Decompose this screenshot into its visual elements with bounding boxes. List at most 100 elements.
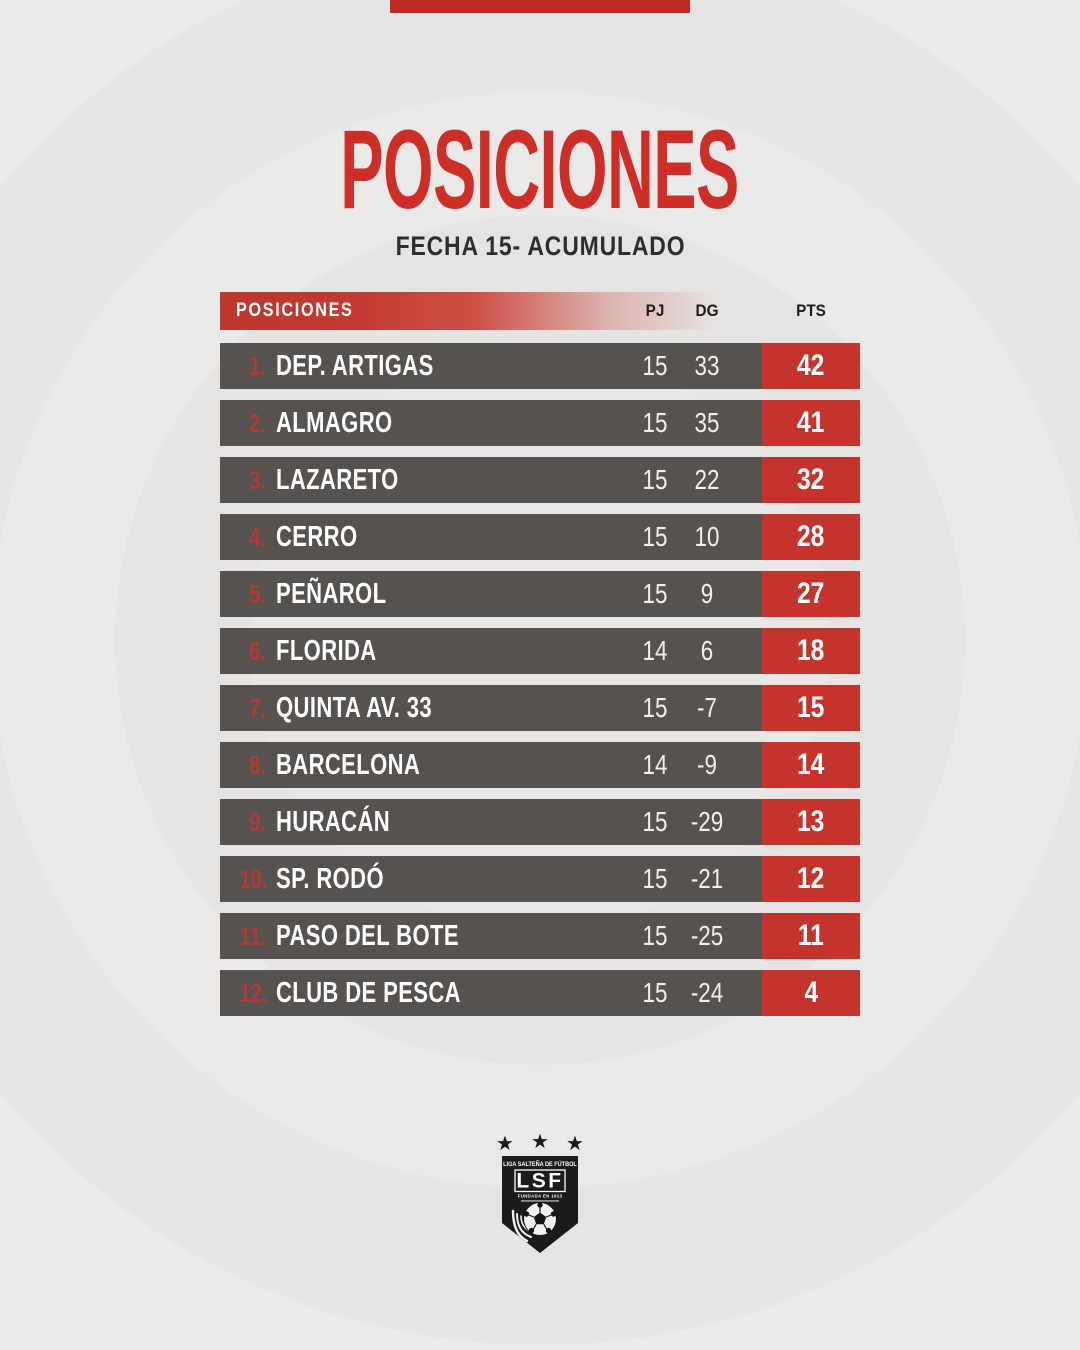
row-team-section: 12. CLUB DE PESCA 15 -24 [220, 970, 762, 1016]
rank-label: 3. [249, 464, 266, 495]
table-row: 5. PEÑAROL 15 9 27 [220, 571, 860, 617]
team-name: CLUB DE PESCA [276, 976, 461, 1009]
pts-value: 15 [797, 691, 825, 724]
pj-value: 15 [642, 920, 668, 951]
pts-value: 32 [797, 463, 825, 496]
team-name: ALMAGRO [276, 406, 393, 439]
page-subtitle: FECHA 15- ACUMULADO [0, 231, 1080, 262]
pts-value: 28 [797, 520, 825, 553]
lsf-frame [514, 1169, 566, 1193]
col-header-pj: PJ [645, 301, 665, 320]
pts-cell: 27 [762, 571, 860, 617]
table-row: 2. ALMAGRO 15 35 41 [220, 400, 860, 446]
founded-underline [521, 1200, 559, 1202]
rank-label: 7. [249, 692, 266, 723]
team-name: FLORIDA [276, 634, 377, 667]
rank-label: 5. [249, 578, 266, 609]
table-row: 11. PASO DEL BOTE 15 -25 11 [220, 913, 860, 959]
pj-value: 15 [642, 863, 668, 894]
dg-value: 22 [694, 464, 720, 495]
pts-cell: 42 [762, 343, 860, 389]
pts-value: 42 [797, 349, 825, 382]
pts-cell: 28 [762, 514, 860, 560]
team-name: CERRO [276, 520, 358, 553]
page-title-text: POSICIONES [340, 107, 740, 232]
pts-cell: 12 [762, 856, 860, 902]
table-header-title: POSICIONES [220, 300, 629, 322]
rank-label: 11. [239, 920, 267, 951]
table-row: 6. FLORIDA 14 6 18 [220, 628, 860, 674]
pts-cell: 13 [762, 799, 860, 845]
standings-table: POSICIONES PJ DG PTS 1. DEP. ARTIGAS 15 … [220, 292, 860, 1027]
founded-text: FUNDADA EN 1913 [518, 1193, 563, 1198]
team-name: PASO DEL BOTE [276, 919, 459, 952]
table-row: 8. BARCELONA 14 -9 14 [220, 742, 860, 788]
dg-value: 10 [694, 521, 720, 552]
row-team-section: 11. PASO DEL BOTE 15 -25 [220, 913, 762, 959]
row-team-section: 3. LAZARETO 15 22 [220, 457, 762, 503]
pj-value: 15 [642, 977, 668, 1008]
dg-value: -24 [690, 977, 724, 1008]
dg-value: 33 [694, 350, 720, 381]
page-title: POSICIONES [0, 107, 1080, 232]
rank-label: 1. [249, 350, 266, 381]
pts-cell: 15 [762, 685, 860, 731]
row-team-section: 7. QUINTA AV. 33 15 -7 [220, 685, 762, 731]
dg-value: 6 [700, 635, 714, 666]
row-team-section: 6. FLORIDA 14 6 [220, 628, 762, 674]
team-name: BARCELONA [276, 748, 421, 781]
dg-value: -25 [690, 920, 724, 951]
pts-value: 14 [797, 748, 825, 781]
pts-value: 12 [797, 862, 825, 895]
table-row: 4. CERRO 15 10 28 [220, 514, 860, 560]
row-team-section: 9. HURACÁN 15 -29 [220, 799, 762, 845]
title-block: POSICIONES FECHA 15- ACUMULADO [0, 107, 1080, 262]
row-team-section: 8. BARCELONA 14 -9 [220, 742, 762, 788]
pts-cell: 11 [762, 913, 860, 959]
table-row: 12. CLUB DE PESCA 15 -24 4 [220, 970, 860, 1016]
pts-value: 18 [797, 634, 825, 667]
col-header-dg: DG [695, 301, 719, 320]
standings-rows: 1. DEP. ARTIGAS 15 33 42 2. ALMAGRO 15 3… [220, 343, 860, 1016]
row-team-section: 5. PEÑAROL 15 9 [220, 571, 762, 617]
dg-value: -29 [690, 806, 724, 837]
pj-value: 15 [642, 350, 668, 381]
pj-value: 15 [642, 521, 668, 552]
pj-value: 15 [642, 407, 668, 438]
team-name: SP. RODÓ [276, 862, 384, 895]
pj-value: 15 [642, 806, 668, 837]
table-header: POSICIONES PJ DG PTS [220, 292, 860, 330]
league-logo: ★ ★ ★ LIGA SALTEÑA DE FÚTBOL LSF FUNDADA… [0, 1123, 1080, 1268]
league-name-text: LIGA SALTEÑA DE FÚTBOL [503, 1161, 577, 1169]
table-row: 9. HURACÁN 15 -29 13 [220, 799, 860, 845]
pts-value: 11 [797, 919, 825, 952]
page-subtitle-text: FECHA 15- ACUMULADO [395, 231, 685, 262]
star-icon: ★ [531, 1129, 549, 1153]
pts-cell: 41 [762, 400, 860, 446]
rank-label: 4. [249, 521, 266, 552]
pj-value: 15 [642, 464, 668, 495]
pts-value: 27 [797, 577, 825, 610]
team-name: QUINTA AV. 33 [276, 691, 433, 724]
row-team-section: 2. ALMAGRO 15 35 [220, 400, 762, 446]
pj-value: 14 [642, 749, 668, 780]
table-row: 3. LAZARETO 15 22 32 [220, 457, 860, 503]
dg-value: 35 [694, 407, 720, 438]
pts-cell: 32 [762, 457, 860, 503]
pj-value: 14 [642, 635, 668, 666]
league-logo-svg: ★ ★ ★ LIGA SALTEÑA DE FÚTBOL LSF FUNDADA… [496, 1129, 584, 1253]
pts-value: 41 [797, 406, 825, 439]
rank-label: 12. [239, 977, 268, 1008]
dg-value: -21 [690, 863, 724, 894]
team-name: HURACÁN [276, 805, 391, 838]
pts-cell: 18 [762, 628, 860, 674]
star-icon: ★ [496, 1131, 514, 1155]
dg-value: 9 [700, 578, 714, 609]
table-row: 7. QUINTA AV. 33 15 -7 15 [220, 685, 860, 731]
table-row: 10. SP. RODÓ 15 -21 12 [220, 856, 860, 902]
rank-label: 10. [239, 863, 268, 894]
table-row: 1. DEP. ARTIGAS 15 33 42 [220, 343, 860, 389]
pts-cell: 4 [762, 970, 860, 1016]
top-accent-bar [390, 0, 690, 13]
